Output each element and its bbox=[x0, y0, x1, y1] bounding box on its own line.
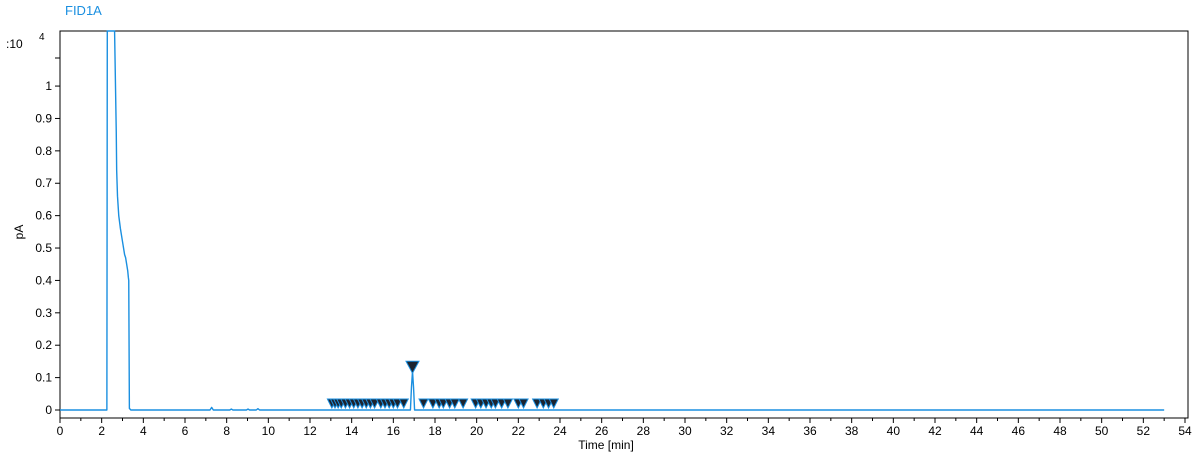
x-tick-label: 16 bbox=[387, 424, 401, 438]
plot-border bbox=[59, 30, 1189, 419]
y-tick-label: 0.4 bbox=[35, 273, 52, 287]
x-tick-label: 50 bbox=[1095, 424, 1109, 438]
x-tick-label: 44 bbox=[970, 424, 984, 438]
x-tick-label: 14 bbox=[345, 424, 359, 438]
y-tick-label: 0.5 bbox=[35, 241, 52, 255]
peak-marker bbox=[398, 398, 410, 410]
y-multiplier-label: :10 bbox=[6, 37, 23, 51]
y-axis-title: pA bbox=[12, 225, 26, 240]
x-tick-label: 32 bbox=[720, 424, 734, 438]
peak-marker bbox=[502, 398, 514, 410]
x-tick-label: 22 bbox=[512, 424, 526, 438]
x-tick-label: 38 bbox=[845, 424, 859, 438]
y-tick-label: 0.8 bbox=[35, 144, 52, 158]
y-axis: 0 0.1 0.2 0.3 0.4 0.5 0.6 0.7 0.8 0.9 1 bbox=[35, 57, 60, 417]
series-layer bbox=[60, 30, 1165, 411]
x-tick-label: 34 bbox=[762, 424, 776, 438]
y-tick-label: 0.7 bbox=[35, 176, 52, 190]
peak-marker bbox=[369, 398, 380, 410]
x-axis-title: Time [min] bbox=[578, 438, 634, 452]
signal-title: FID1A bbox=[65, 3, 102, 18]
y-tick-label: 1 bbox=[45, 79, 52, 93]
peak-marker bbox=[457, 398, 469, 410]
y-tick-label: 0.1 bbox=[35, 371, 52, 385]
x-tick-label: 48 bbox=[1053, 424, 1067, 438]
x-tick-label: 30 bbox=[678, 424, 692, 438]
y-tick-label: 0.9 bbox=[35, 111, 52, 125]
x-tick-label: 10 bbox=[262, 424, 276, 438]
peak-marker bbox=[418, 398, 429, 410]
y-tick-label: 0.3 bbox=[35, 306, 52, 320]
y-tick-label: 0.6 bbox=[35, 209, 52, 223]
peak-marker bbox=[427, 398, 439, 410]
x-tick-label: 26 bbox=[595, 424, 609, 438]
x-tick-label: 42 bbox=[928, 424, 942, 438]
x-tick-label: 8 bbox=[223, 424, 230, 438]
x-tick-label: 54 bbox=[1178, 424, 1192, 438]
x-tick-label: 46 bbox=[1012, 424, 1026, 438]
x-axis: 0 2 4 6 8 10 12 14 16 18 20 22 24 26 28 30 32 34 36 38 40 42 4… bbox=[57, 418, 1192, 438]
x-tick-label: 40 bbox=[887, 424, 901, 438]
x-tick-label: 36 bbox=[803, 424, 817, 438]
peak-marker bbox=[392, 398, 403, 410]
main-peak-marker bbox=[405, 360, 420, 375]
x-tick-label: 18 bbox=[428, 424, 442, 438]
x-tick-label: 24 bbox=[553, 424, 567, 438]
peak-marker bbox=[531, 398, 543, 410]
peak-marker bbox=[496, 398, 507, 410]
y-tick-label: 0.2 bbox=[35, 338, 52, 352]
peak-marker bbox=[548, 398, 560, 410]
x-tick-label: 2 bbox=[98, 424, 105, 438]
series-line bbox=[60, 30, 1165, 411]
x-tick-label: 28 bbox=[637, 424, 651, 438]
plot-frame bbox=[59, 30, 1189, 419]
peak-marker bbox=[449, 398, 461, 410]
peak-markers-layer bbox=[326, 360, 560, 410]
x-tick-label: 0 bbox=[57, 424, 64, 438]
x-tick-label: 6 bbox=[182, 424, 189, 438]
peak-marker bbox=[490, 398, 501, 410]
peak-marker bbox=[438, 398, 449, 410]
x-tick-label: 52 bbox=[1137, 424, 1151, 438]
x-tick-label: 4 bbox=[140, 424, 147, 438]
x-tick-label: 20 bbox=[470, 424, 484, 438]
x-tick-label: 12 bbox=[303, 424, 317, 438]
y-tick-label: 0 bbox=[45, 403, 52, 417]
peak-marker bbox=[518, 398, 529, 410]
y-exponent-label: 4 bbox=[39, 32, 45, 43]
